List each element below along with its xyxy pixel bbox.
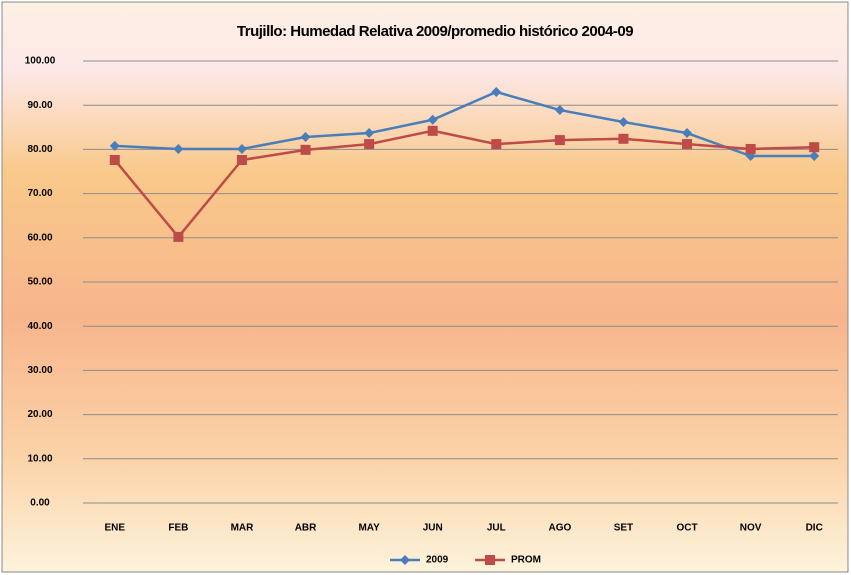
y-tick-label: 10.00 <box>27 453 52 464</box>
x-tick-label: MAR <box>231 523 255 534</box>
x-tick-label: ABR <box>295 523 317 534</box>
marker <box>364 139 375 150</box>
y-tick-label: 0.00 <box>30 498 50 509</box>
x-tick-label: FEB <box>168 523 188 534</box>
y-tick-label: 20.00 <box>27 409 52 420</box>
marker <box>173 231 184 242</box>
marker <box>427 114 438 125</box>
y-tick-label: 70.00 <box>27 188 52 199</box>
marker <box>109 155 120 166</box>
series-line <box>114 90 815 158</box>
y-tick-label: 60.00 <box>27 232 52 243</box>
marker <box>618 133 629 144</box>
y-tick-label: 90.00 <box>27 100 52 111</box>
marker <box>236 143 247 154</box>
chart-title: Trujillo: Humedad Relativa 2009/promedio… <box>237 23 633 40</box>
x-tick-label: AGO <box>548 523 571 534</box>
marker <box>300 144 311 155</box>
x-tick-label: ENE <box>105 523 126 534</box>
x-tick-label: SET <box>614 523 633 534</box>
x-tick-label: NOV <box>740 523 762 534</box>
marker <box>554 135 565 146</box>
marker <box>809 142 820 153</box>
y-tick-label: 100.00 <box>25 56 56 67</box>
marker <box>745 143 756 154</box>
marker <box>300 132 311 143</box>
marker <box>618 116 629 127</box>
marker <box>427 125 438 136</box>
marker <box>109 140 120 151</box>
series-line <box>113 129 815 239</box>
marker <box>400 555 410 565</box>
x-tick-label: DIC <box>806 523 823 534</box>
x-tick-label: OCT <box>676 523 697 534</box>
x-tick-label: JUN <box>423 523 443 534</box>
x-tick-label: MAY <box>358 523 380 534</box>
marker <box>173 143 184 154</box>
marker <box>554 105 565 116</box>
marker <box>491 139 502 150</box>
marker <box>236 155 247 166</box>
marker <box>682 139 693 150</box>
legend-label: 2009 <box>426 555 449 566</box>
y-tick-label: 50.00 <box>27 277 52 288</box>
marker <box>682 128 693 139</box>
x-tick-label: JUL <box>487 523 506 534</box>
marker <box>809 151 820 162</box>
marker <box>491 86 502 97</box>
y-tick-label: 80.00 <box>27 144 52 155</box>
legend-label: PROM <box>511 555 541 566</box>
marker <box>485 555 495 565</box>
y-tick-label: 40.00 <box>27 321 52 332</box>
y-tick-label: 30.00 <box>27 365 52 376</box>
marker <box>364 128 375 139</box>
